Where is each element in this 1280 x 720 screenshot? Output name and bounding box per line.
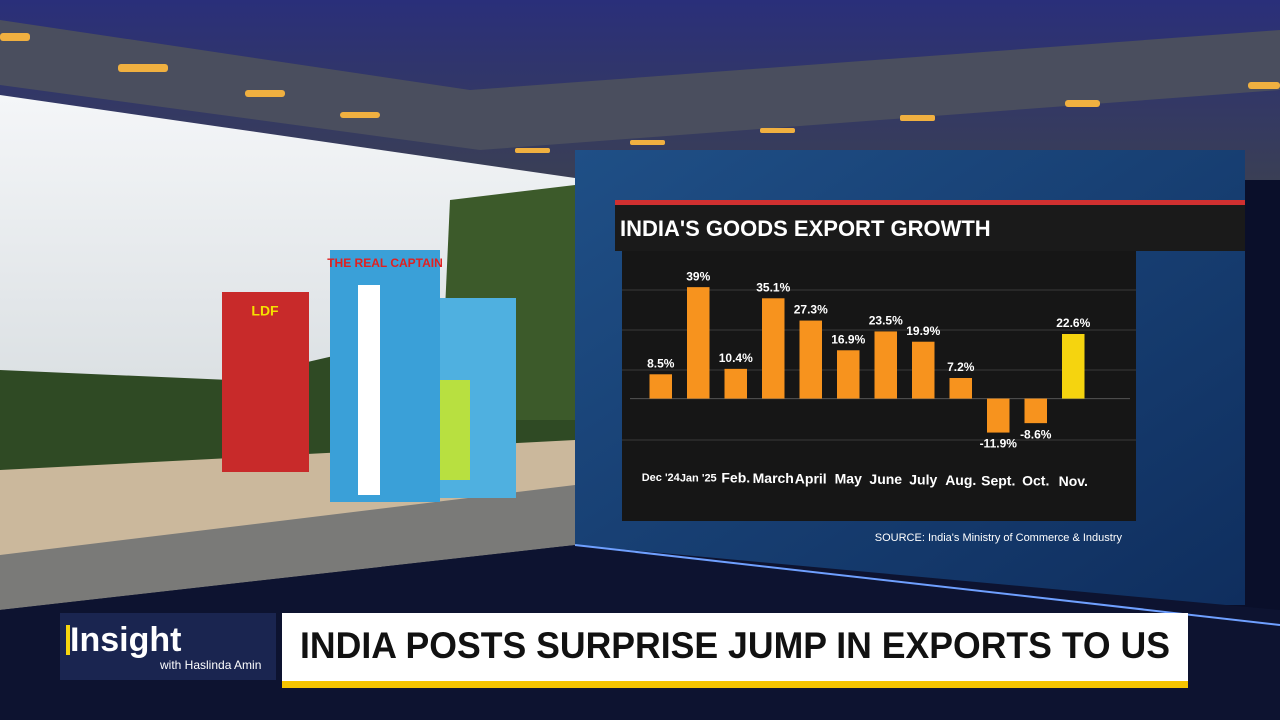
- headline-box: [282, 613, 1188, 681]
- show-accent: [66, 625, 70, 655]
- billboard-text: LDF: [251, 303, 279, 319]
- ceiling-beam: [0, 20, 1280, 150]
- floor-light: [574, 544, 1280, 626]
- ceiling-lights: [0, 33, 1280, 153]
- host-name: with Haslinda Amin: [159, 658, 261, 672]
- bar: [1024, 398, 1047, 424]
- billboard-text: THE REAL CAPTAIN: [327, 256, 443, 270]
- bar: [1062, 334, 1085, 399]
- chart-title-bar: [615, 205, 1245, 251]
- bar: [949, 378, 972, 399]
- bar: [649, 374, 672, 399]
- billboard-left: [222, 292, 309, 472]
- billboard-center: [330, 250, 440, 502]
- chart-title: INDIA'S GOODS EXPORT GROWTH: [620, 216, 991, 241]
- value-label: 16.9%: [831, 332, 865, 346]
- x-tick-label: Feb.: [721, 470, 750, 486]
- value-label: 19.9%: [906, 324, 940, 338]
- x-tick-label: Sept.: [981, 472, 1015, 488]
- x-tick-label: May: [835, 471, 862, 487]
- x-tick-label: Dec '24: [642, 472, 681, 484]
- photo-road: [0, 485, 575, 610]
- headline-accent: [282, 681, 1188, 688]
- bar: [724, 368, 747, 399]
- plot: 8.5% Dec '24 39% Jan '25 10.4% Feb. 35.1% March…: [630, 269, 1130, 489]
- value-label: 10.4%: [719, 351, 753, 365]
- x-tick-label: Jan '25: [680, 472, 717, 484]
- worker: [440, 380, 470, 480]
- bar: [837, 350, 860, 399]
- value-label: 8.5%: [647, 356, 675, 370]
- chart-source: SOURCE: India's Ministry of Commerce & I…: [875, 532, 1123, 544]
- bar: [874, 331, 897, 399]
- bar: [762, 298, 785, 399]
- show-box: [60, 613, 276, 680]
- x-tick-label: Nov.: [1059, 473, 1088, 489]
- value-label: 7.2%: [947, 360, 975, 374]
- value-label: 22.6%: [1056, 316, 1090, 330]
- billboard-figure: [358, 285, 380, 495]
- bar: [987, 398, 1010, 433]
- value-label: -11.9%: [980, 437, 1018, 451]
- bar: [912, 341, 935, 399]
- x-tick-label: April: [795, 470, 827, 486]
- x-tick-label: Aug.: [945, 472, 976, 488]
- value-label: 27.3%: [794, 303, 828, 317]
- x-tick-label: March: [753, 470, 794, 486]
- show-name: Insight: [70, 621, 181, 659]
- bar: [687, 287, 710, 399]
- value-label: -8.6%: [1020, 427, 1052, 441]
- x-tick-label: July: [909, 472, 937, 488]
- x-tick-label: June: [869, 471, 902, 487]
- value-label: 35.1%: [756, 280, 790, 294]
- value-label: 39%: [686, 269, 710, 283]
- x-tick-label: Oct.: [1022, 473, 1049, 489]
- headline: INDIA POSTS SURPRISE JUMP IN EXPORTS TO …: [300, 625, 1170, 666]
- chart-title-accent: [615, 200, 1245, 205]
- bar: [799, 320, 822, 399]
- value-label: 23.5%: [869, 314, 903, 328]
